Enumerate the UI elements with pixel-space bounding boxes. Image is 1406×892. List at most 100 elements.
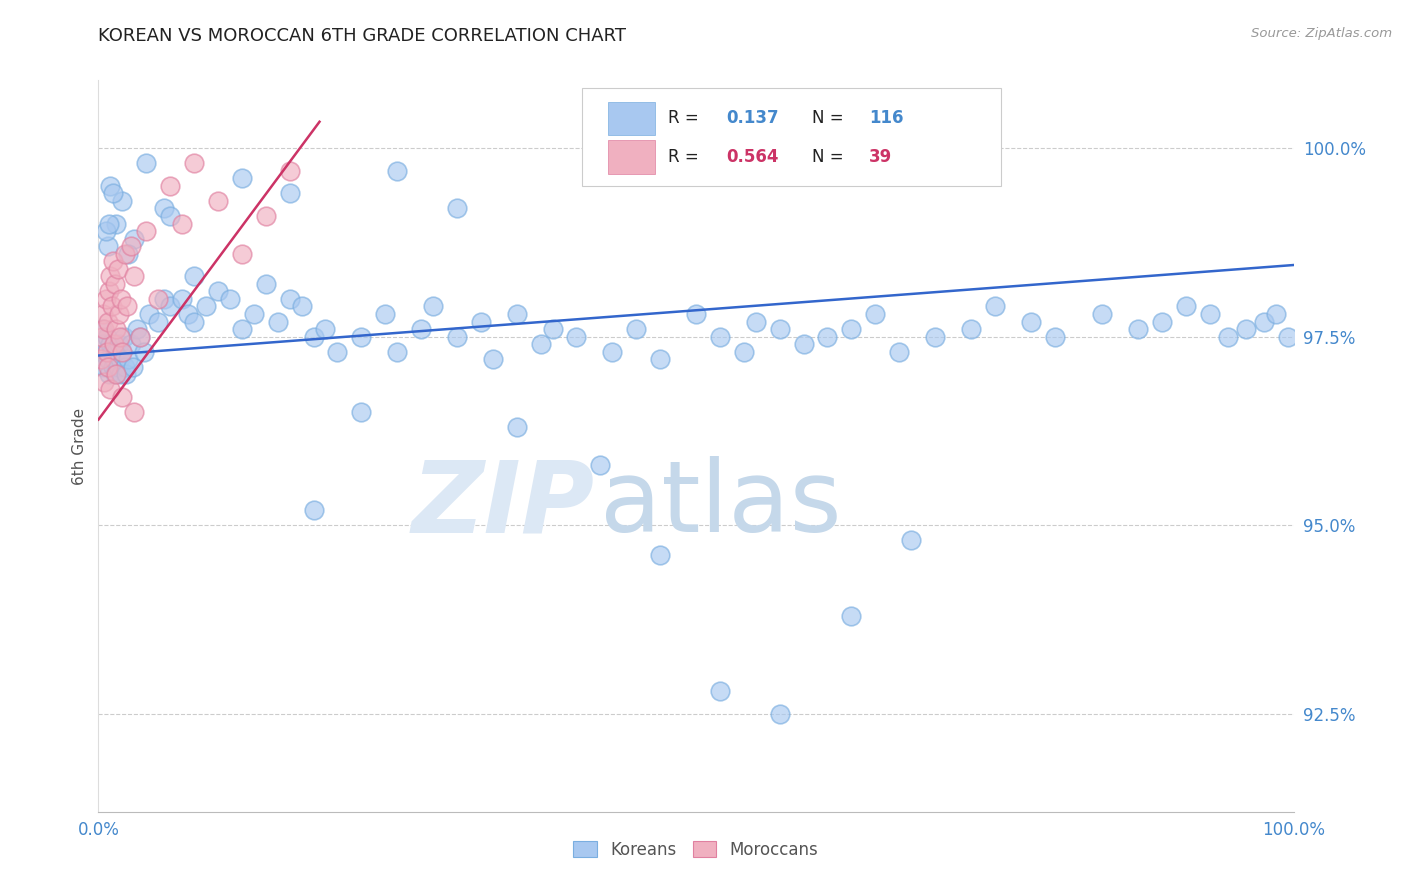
Point (103, 352, 125, 367)
Text: ZIP: ZIP (412, 456, 595, 553)
Point (124, 405, 146, 419)
Point (114, 359, 136, 374)
Point (159, 209, 181, 223)
Point (101, 186, 124, 201)
Point (100, 300, 122, 314)
Point (648, 352, 672, 367)
Point (97, 239, 120, 253)
Point (983, 300, 1005, 314)
Point (959, 322, 981, 336)
Point (153, 292, 176, 306)
Legend: Koreans, Moroccans: Koreans, Moroccans (567, 834, 825, 865)
Point (278, 186, 301, 201)
Point (96, 329, 118, 343)
Point (219, 292, 242, 306)
Point (565, 329, 588, 343)
Point (793, 337, 815, 351)
Point (207, 285, 229, 299)
Point (385, 163, 409, 178)
Point (103, 337, 125, 351)
Point (101, 254, 124, 268)
Point (207, 194, 229, 208)
Point (117, 246, 139, 260)
Point (768, 322, 790, 336)
Text: N =: N = (811, 148, 849, 166)
Point (148, 315, 170, 329)
Point (350, 329, 373, 343)
Point (1091, 307, 1114, 321)
Point (411, 322, 433, 336)
Point (315, 322, 337, 336)
Point (446, 202, 468, 216)
Point (1264, 307, 1286, 321)
Point (1277, 329, 1299, 343)
Point (278, 292, 301, 306)
Point (125, 322, 148, 336)
Text: atlas: atlas (600, 456, 842, 553)
Text: R =: R = (668, 110, 704, 128)
Point (600, 344, 623, 359)
Point (97, 352, 120, 367)
Point (94, 292, 117, 306)
Point (114, 246, 136, 260)
Point (107, 337, 129, 351)
Point (101, 359, 124, 374)
Point (124, 269, 146, 284)
Point (96, 344, 118, 359)
Point (108, 352, 131, 367)
Point (242, 307, 264, 321)
Point (111, 344, 134, 359)
Point (91, 307, 114, 321)
Point (120, 239, 142, 253)
Point (1128, 322, 1150, 336)
Point (374, 307, 396, 321)
Point (91, 337, 114, 351)
Y-axis label: 6th Grade: 6th Grade (72, 408, 87, 484)
Point (98, 337, 122, 351)
Text: 39: 39 (869, 148, 893, 166)
Point (110, 292, 132, 306)
Point (541, 322, 564, 336)
Point (768, 706, 790, 721)
Point (93, 322, 115, 336)
Point (863, 307, 886, 321)
Point (481, 352, 505, 367)
Point (648, 549, 672, 563)
Point (685, 307, 707, 321)
Point (231, 171, 253, 186)
Point (589, 458, 612, 472)
Point (148, 292, 170, 306)
Point (183, 156, 205, 170)
Point (1019, 315, 1042, 329)
Point (93, 359, 115, 374)
Point (1253, 315, 1275, 329)
Point (183, 315, 205, 329)
Text: 0.137: 0.137 (725, 110, 779, 128)
Point (254, 209, 277, 223)
Point (231, 246, 253, 260)
Point (112, 329, 135, 343)
Point (446, 329, 468, 343)
Text: 116: 116 (869, 110, 904, 128)
Point (97, 359, 120, 374)
Point (115, 368, 138, 382)
Point (183, 269, 205, 284)
Point (90, 352, 112, 367)
FancyBboxPatch shape (607, 102, 655, 136)
Point (117, 352, 139, 367)
Point (529, 337, 551, 351)
Point (254, 277, 277, 291)
Point (111, 344, 134, 359)
Point (159, 178, 181, 193)
Text: Source: ZipAtlas.com: Source: ZipAtlas.com (1251, 27, 1392, 40)
Point (98, 383, 122, 397)
Point (506, 307, 529, 321)
Point (385, 344, 409, 359)
Text: 0.564: 0.564 (725, 148, 779, 166)
FancyBboxPatch shape (582, 87, 1001, 186)
Point (94, 344, 117, 359)
Point (839, 322, 862, 336)
Point (111, 194, 134, 208)
Point (120, 337, 142, 351)
Point (839, 608, 862, 623)
